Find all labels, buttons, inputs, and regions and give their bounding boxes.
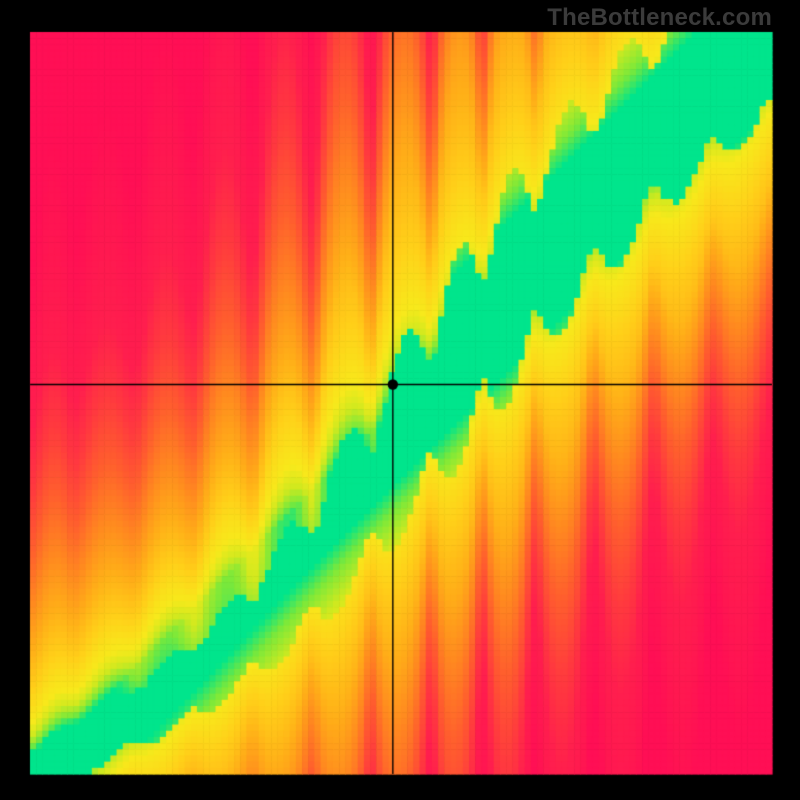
watermark-text: TheBottleneck.com bbox=[547, 4, 772, 32]
chart-container: TheBottleneck.com bbox=[0, 0, 800, 800]
crosshair-overlay bbox=[0, 0, 800, 800]
